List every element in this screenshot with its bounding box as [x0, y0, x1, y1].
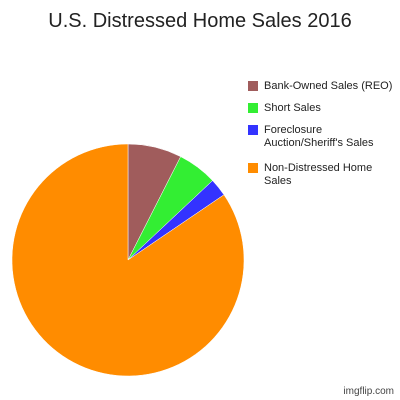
legend-label: Bank-Owned Sales (REO) — [264, 80, 393, 92]
legend-label: Short Sales — [264, 102, 321, 114]
legend-swatch — [248, 163, 258, 173]
legend-item-0: Bank-Owned Sales (REO) — [248, 80, 392, 93]
legend-label: Foreclosure Auction/Sheriff's Sales — [264, 124, 374, 149]
legend-swatch — [248, 81, 258, 91]
legend-item-2: Foreclosure Auction/Sheriff's Sales — [248, 124, 394, 150]
legend-swatch — [248, 103, 258, 113]
chart-title: U.S. Distressed Home Sales 2016 — [48, 10, 352, 32]
legend-item-1: Short Sales — [248, 102, 321, 115]
legend-swatch — [248, 125, 258, 135]
watermark: imgflip.com — [343, 386, 394, 397]
legend-label: Non-Distressed Home Sales — [264, 162, 373, 187]
legend-item-3: Non-Distressed Home Sales — [248, 162, 394, 188]
pie-slice-3 — [11, 143, 245, 377]
